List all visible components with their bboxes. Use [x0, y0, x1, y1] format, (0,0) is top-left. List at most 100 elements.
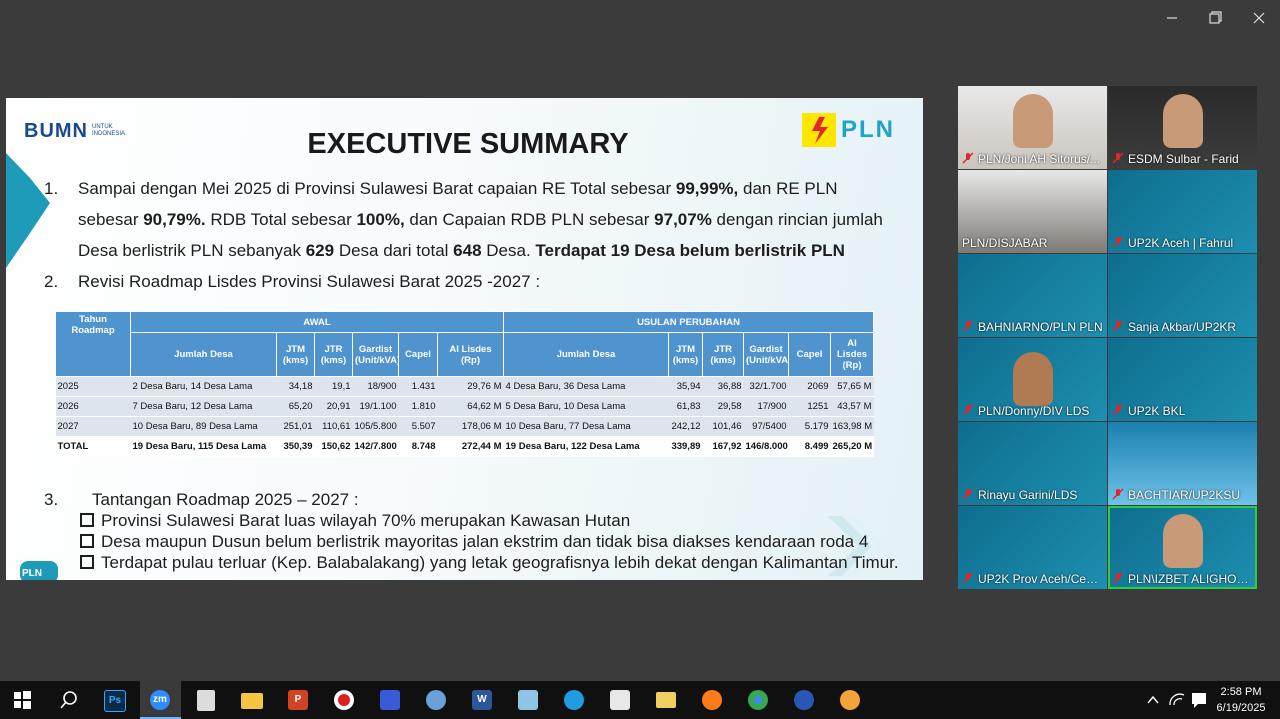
pln-small-logo — [20, 561, 58, 580]
table-cell: 65,20 — [276, 396, 315, 417]
table-cell: 32/1.700 — [743, 376, 789, 397]
text-segment: 648 — [453, 241, 482, 260]
table-cell: 19 Desa Baru, 115 Desa Lama — [130, 436, 277, 457]
clock-time: 2:58 PM — [1220, 686, 1262, 698]
table-cell: 17/900 — [743, 396, 789, 417]
table-cell: 8.748 — [398, 436, 438, 457]
table-cell: 5.179 — [788, 416, 831, 437]
participant-name: PLN/Joni AH Sitorus/... — [978, 152, 1101, 166]
muted-icon — [1112, 152, 1124, 164]
participant-tile[interactable]: UP2K BKL — [1108, 338, 1257, 421]
close-button[interactable] — [1253, 12, 1265, 24]
powerpoint-icon[interactable]: P — [288, 690, 308, 710]
participant-tile[interactable]: BACHTIAR/UP2KSU — [1108, 422, 1257, 505]
participant-label: BACHTIAR/UP2KSU — [1112, 488, 1253, 502]
participant-label: PLN/Joni AH Sitorus/... — [962, 152, 1103, 166]
slash — [962, 404, 974, 416]
clock-date: 6/19/2025 — [1216, 702, 1266, 714]
text-segment: Desa. — [481, 241, 536, 260]
text-segment: 90,79%. — [143, 210, 206, 229]
app-icon[interactable] — [518, 690, 538, 710]
clock[interactable]: 2:58 PM 6/19/2025 — [1212, 684, 1270, 716]
text-segment: dan Capaian RDB PLN sebesar — [404, 210, 655, 229]
slash — [1112, 320, 1124, 332]
participant-tile[interactable]: PLN/Joni AH Sitorus/... — [958, 86, 1107, 169]
table-cell: 35,94 — [668, 376, 703, 397]
app-icon[interactable] — [656, 692, 676, 708]
table-cell: 5 Desa Baru, 10 Desa Lama — [503, 396, 669, 417]
table-cell: 29,76 M — [437, 376, 504, 397]
participant-video — [1163, 514, 1203, 568]
list-number: 3. — [44, 490, 59, 509]
group-header: USULAN PERUBAHAN — [503, 311, 875, 333]
table-cell: 167,92 — [702, 436, 744, 457]
participant-name: PLN\IZBET ALIGHORKY\... — [1128, 572, 1253, 586]
participant-label: Sanja Akbar/UP2KR — [1112, 320, 1253, 334]
table-cell: 1.810 — [398, 396, 438, 417]
header-cell: AI Lisdes (Rp) — [830, 332, 875, 377]
restore-button[interactable] — [1209, 11, 1222, 24]
table-cell: 178,06 M — [437, 416, 504, 437]
table-cell: 163,98 M — [830, 416, 874, 437]
summary-point: Revisi Roadmap Lisdes Provinsi Sulawesi … — [78, 272, 541, 291]
participant-tile[interactable]: PLN/Donny/DIV LDS — [958, 338, 1107, 421]
participant-tile[interactable]: BAHNIARNO/PLN PLN — [958, 254, 1107, 337]
challenge-text: Provinsi Sulawesi Barat luas wilayah 70%… — [101, 511, 631, 530]
wifi-icon[interactable] — [1169, 693, 1185, 706]
header-cell: JTM (kms) — [276, 332, 315, 377]
pln-small-logo-text: PLN — [22, 568, 42, 579]
table-cell: 150,62 — [314, 436, 353, 457]
app-icon[interactable] — [426, 690, 446, 710]
calculator-icon[interactable] — [197, 690, 215, 711]
table-cell: 34,18 — [276, 376, 315, 397]
challenge-text: Desa maupun Dusun belum berlistrik mayor… — [101, 532, 869, 551]
app-icon[interactable] — [380, 690, 400, 710]
participant-tile[interactable]: UP2K Prov Aceh/Cek ... — [958, 506, 1107, 589]
table-cell: 2027 — [55, 416, 131, 437]
table-cell: 110,61 — [314, 416, 353, 437]
participant-label: UP2K Prov Aceh/Cek ... — [962, 572, 1103, 586]
participant-label: UP2K Aceh | Fahrul — [1112, 236, 1253, 250]
challenge-item: Desa maupun Dusun belum berlistrik mayor… — [80, 531, 868, 552]
challenge-text: Terdapat pulau terluar (Kep. Balabalakan… — [101, 553, 899, 572]
slide-decoration — [6, 113, 886, 580]
header-row: Tahun Roadmap AWAL USULAN PERUBAHAN — [55, 311, 875, 377]
app-icon[interactable] — [610, 690, 630, 710]
app-icon[interactable] — [794, 690, 814, 710]
notifications-icon[interactable] — [1192, 693, 1206, 708]
participant-label: PLN/Donny/DIV LDS — [962, 404, 1103, 418]
explorer-icon[interactable] — [241, 693, 263, 709]
participant-tile[interactable]: Rinayu Garini/LDS — [958, 422, 1107, 505]
table-cell: TOTAL — [55, 436, 131, 457]
header-cell: Jumlah Desa — [130, 332, 277, 377]
table-cell: 242,12 — [668, 416, 703, 437]
header-row: Jumlah Desa JTM (kms) JTR (kms) Gardist (Un… — [56, 332, 875, 377]
firefox-icon[interactable] — [702, 690, 722, 710]
header-cell: Tahun Roadmap — [55, 311, 131, 377]
text-segment: dan RE PLN sebesar — [78, 179, 838, 229]
participant-label: PLN\IZBET ALIGHORKY\... — [1112, 572, 1253, 586]
app-icon[interactable] — [840, 690, 860, 710]
photoshop-icon[interactable]: Ps — [104, 690, 126, 712]
participant-tile[interactable]: PLN/DISJABAR — [958, 170, 1107, 253]
text-segment: 97,07% — [654, 210, 712, 229]
edge-icon[interactable] — [564, 690, 584, 710]
muted-icon — [1112, 320, 1124, 332]
participant-name: UP2K Aceh | Fahrul — [1128, 236, 1234, 250]
text-segment: dengan rincian jumlah Desa berlistrik PL… — [78, 210, 883, 260]
start-button[interactable] — [14, 691, 31, 709]
word-icon[interactable]: W — [472, 690, 492, 710]
participant-tile[interactable]: UP2K Aceh | Fahrul — [1108, 170, 1257, 253]
tray-expand[interactable] — [1147, 695, 1159, 704]
challenge-item: Provinsi Sulawesi Barat luas wilayah 70%… — [80, 510, 630, 531]
search-button[interactable] — [60, 691, 77, 709]
table-cell: 265,20 M — [830, 436, 874, 457]
slash — [1112, 488, 1124, 500]
participant-tile[interactable]: Sanja Akbar/UP2KR — [1108, 254, 1257, 337]
slash — [1112, 236, 1124, 248]
table-cell: 97/5400 — [743, 416, 789, 437]
zoom-icon[interactable]: zm — [150, 690, 170, 710]
participant-tile[interactable]: PLN\IZBET ALIGHORKY\... — [1108, 506, 1257, 589]
participant-tile[interactable]: ESDM Sulbar - Farid — [1108, 86, 1257, 169]
slash — [962, 320, 974, 332]
